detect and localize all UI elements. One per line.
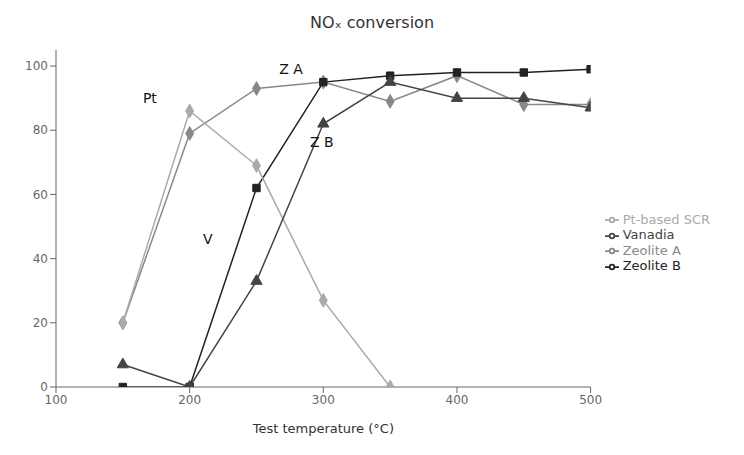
svg-text:40: 40 <box>33 252 48 266</box>
svg-text:80: 80 <box>33 123 48 137</box>
svg-text:300: 300 <box>312 393 335 407</box>
html-text:Vanadia: Vanadia <box>622 227 675 242</box>
svg-text:100: 100 <box>45 393 68 407</box>
svg-text:400: 400 <box>446 393 469 407</box>
svg-text:Pt: Pt <box>143 90 157 106</box>
html-text:Zeolite A: Zeolite A <box>622 242 681 258</box>
svg-text:0: 0 <box>40 380 48 394</box>
html-text:Pt-based SCR: Pt-based SCR <box>622 211 710 227</box>
svg-text:60: 60 <box>33 188 48 202</box>
svg-text:100: 100 <box>25 59 48 73</box>
svg-text:Z B: Z B <box>310 134 334 150</box>
html-text:Zeolite B: Zeolite B <box>622 258 681 273</box>
svg-text:Z A: Z A <box>279 61 303 77</box>
svg-text:V: V <box>203 231 213 247</box>
svg-text:500: 500 <box>579 393 602 407</box>
svg-text:20: 20 <box>33 316 48 330</box>
svg-text:200: 200 <box>178 393 201 407</box>
svg-text:Test temperature (°C): Test temperature (°C) <box>252 421 394 436</box>
html-text:NOₓ conversion: NOₓ conversion <box>310 13 434 32</box>
